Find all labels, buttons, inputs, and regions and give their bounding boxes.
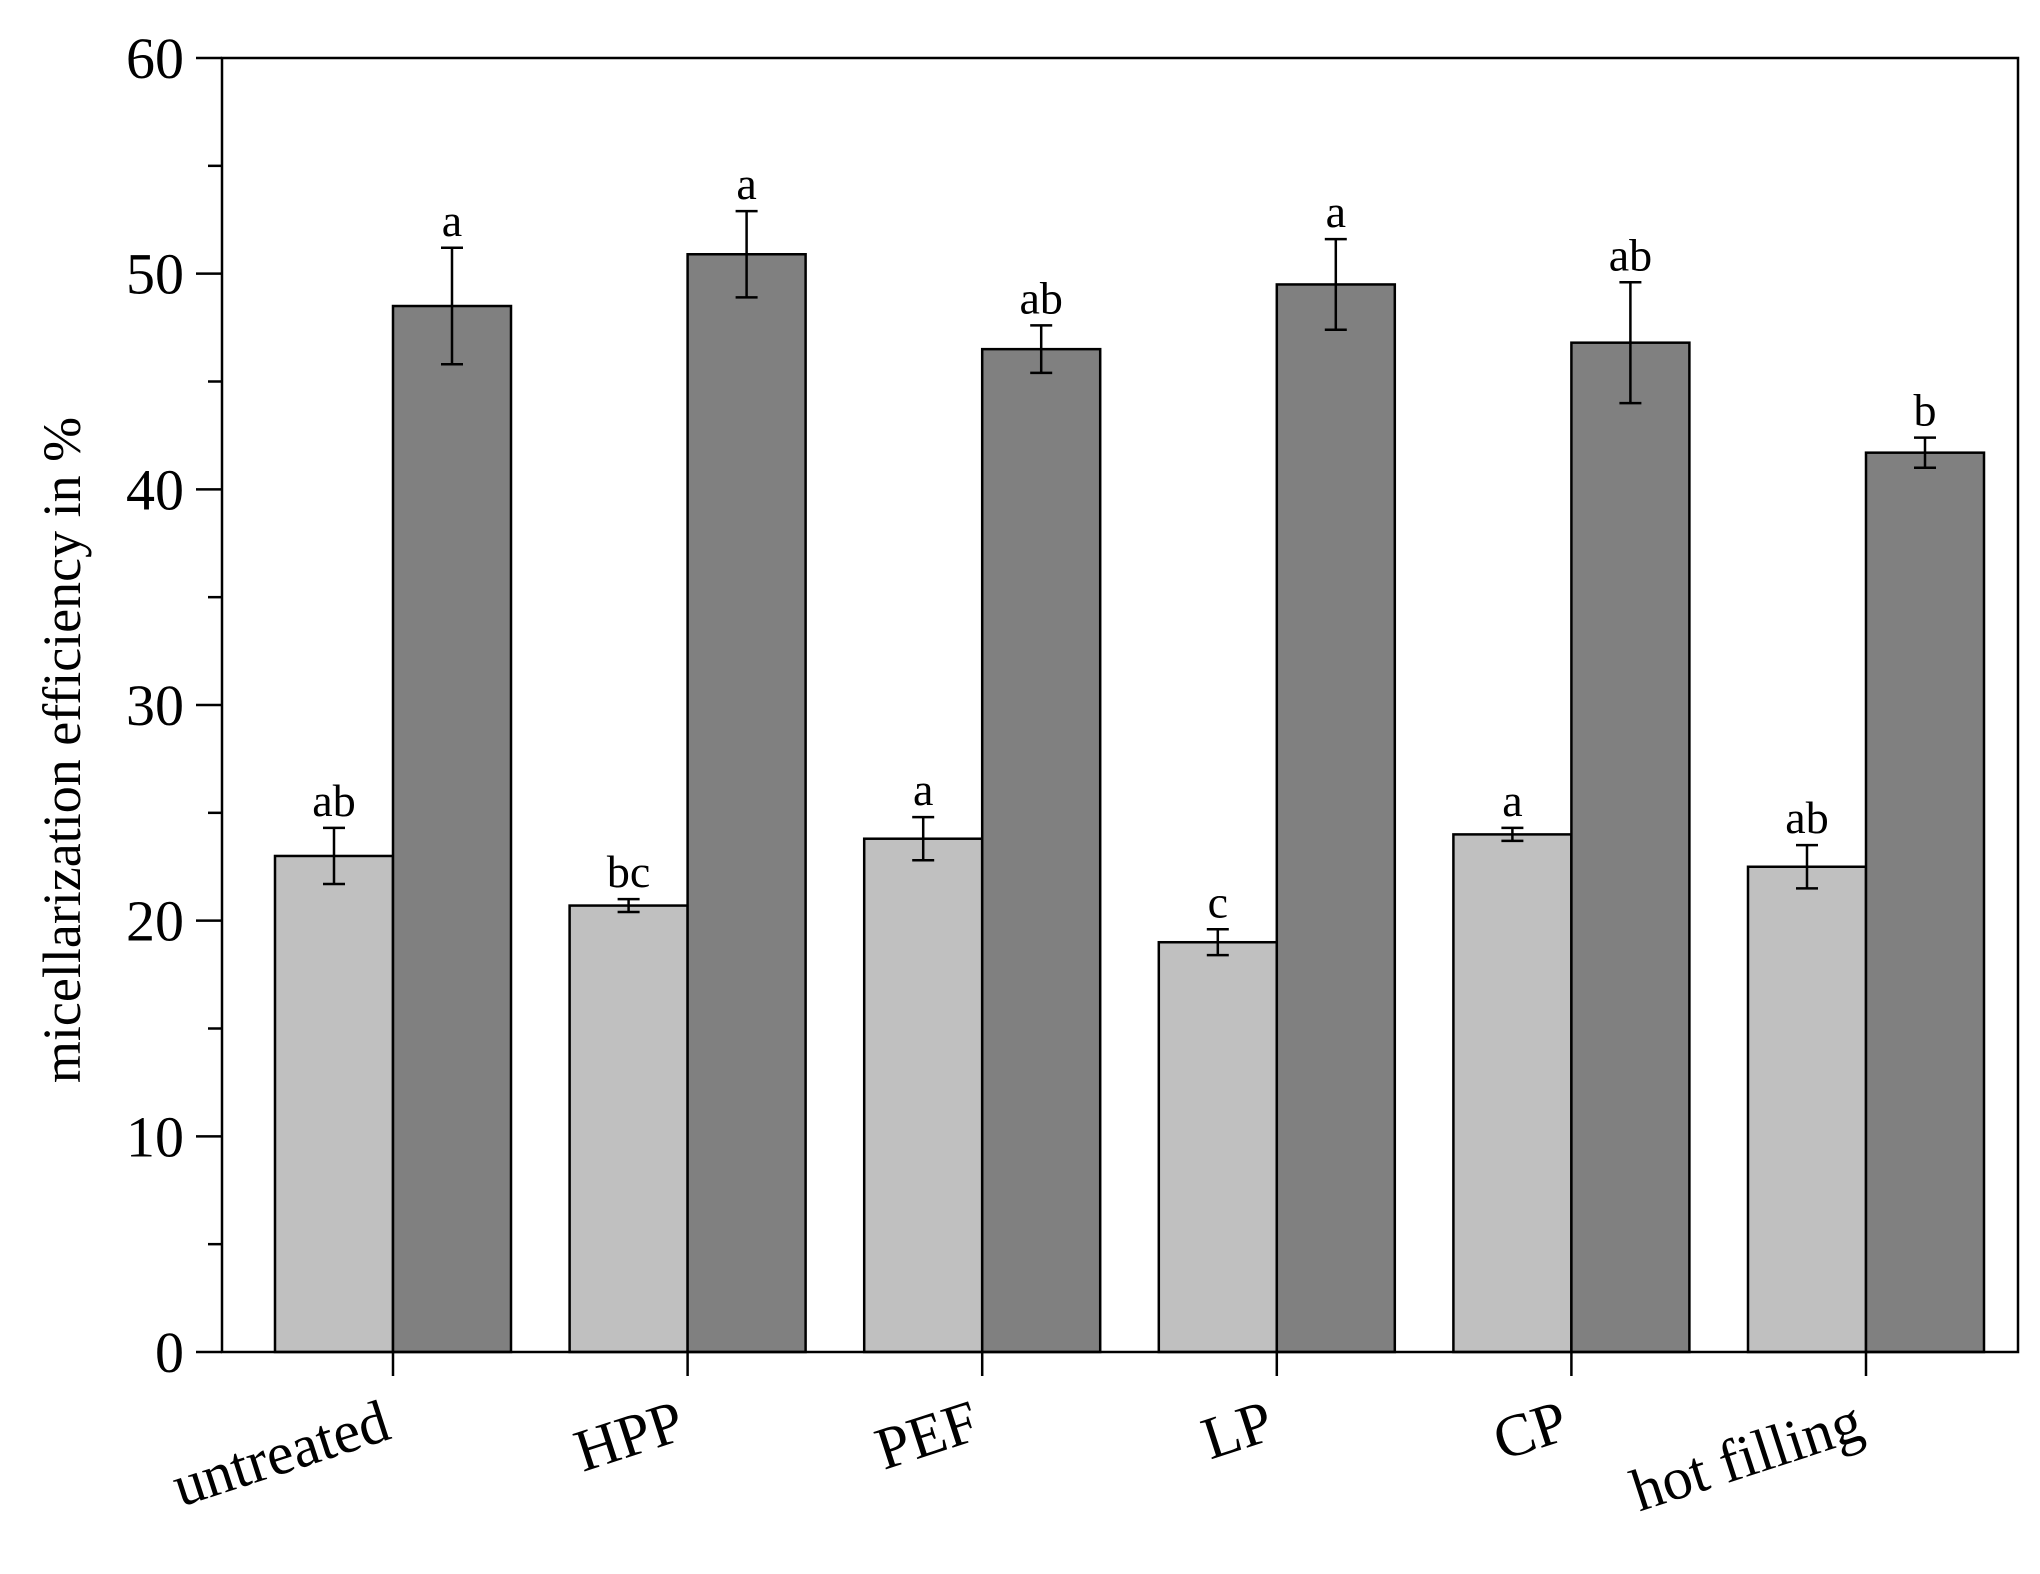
x-ticks-layer: untreated HPP PEF LP CP hot filling xyxy=(164,1352,1870,1524)
y-tick-label-30: 30 xyxy=(126,673,184,738)
bar-2-6 xyxy=(1864,451,1986,1354)
bar-1-3 xyxy=(862,837,984,1354)
bar-1-6 xyxy=(1746,865,1868,1354)
x-tick-label-5: CP xyxy=(1485,1388,1575,1473)
y-tick-label-20: 20 xyxy=(126,889,184,954)
x-tick-label-3: PEF xyxy=(867,1388,986,1483)
x-tick-label-4: LP xyxy=(1194,1388,1281,1472)
bar-1-4 xyxy=(1157,940,1279,1354)
y-tick-label-50: 50 xyxy=(126,242,184,307)
significance-label-1-4: c xyxy=(1208,876,1228,927)
errorbars-layer xyxy=(323,209,1936,957)
bar-2-3 xyxy=(980,347,1102,1354)
significance-label-1-2: bc xyxy=(607,846,650,897)
x-tick-label-2: HPP xyxy=(567,1388,692,1485)
y-axis-title-group: micellarization efficiency in % xyxy=(32,417,92,1083)
bar-1-2 xyxy=(568,904,689,1354)
significance-label-2-3: ab xyxy=(1019,272,1062,323)
y-ticks-layer: 0 10 20 30 40 50 60 xyxy=(126,26,222,1385)
significance-label-2-2: a xyxy=(736,158,756,209)
y-tick-label-0: 0 xyxy=(155,1320,184,1385)
significance-label-2-6: b xyxy=(1914,385,1937,436)
bar-2-4 xyxy=(1275,283,1397,1354)
x-tick-label-1: untreated xyxy=(164,1388,397,1520)
y-axis-title: micellarization efficiency in % xyxy=(32,417,92,1083)
bar-2-5 xyxy=(1570,341,1691,1354)
significance-label-1-3: a xyxy=(913,764,933,815)
y-tick-label-10: 10 xyxy=(126,1104,184,1169)
bar-1-1 xyxy=(273,854,395,1354)
significance-label-2-5: ab xyxy=(1609,229,1652,280)
bar-2-1 xyxy=(391,304,513,1354)
bars-layer xyxy=(273,253,1986,1354)
significance-label-2-4: a xyxy=(1326,186,1346,237)
x-tick-label-6: hot filling xyxy=(1623,1388,1870,1524)
significance-label-1-1: ab xyxy=(312,775,355,826)
significance-label-1-6: ab xyxy=(1785,792,1828,843)
significance-label-1-5: a xyxy=(1502,775,1522,826)
y-tick-label-60: 60 xyxy=(126,26,184,91)
bar-1-5 xyxy=(1452,833,1573,1354)
bar-2-2 xyxy=(686,253,807,1354)
significance-label-2-1: a xyxy=(442,195,462,246)
y-tick-label-40: 40 xyxy=(126,457,184,522)
